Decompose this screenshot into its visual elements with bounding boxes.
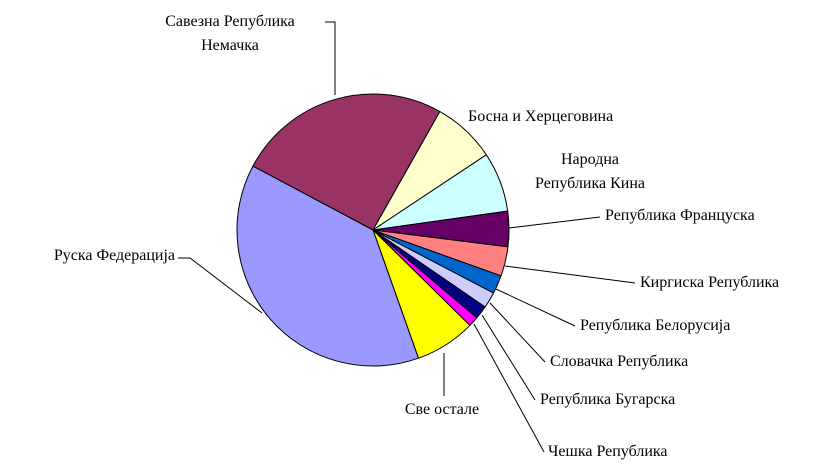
leader-line <box>504 265 636 284</box>
slice-label: Народна Република Кина <box>535 151 645 192</box>
slice-label: Чешка Република <box>548 443 668 460</box>
slice-label: Руска Федерација <box>54 247 175 264</box>
leader-line <box>495 288 576 327</box>
slice-label: Словачка Република <box>550 353 688 370</box>
leader-line <box>481 314 536 401</box>
slice-label: Киргиска Република <box>640 274 779 291</box>
leader-line <box>178 257 263 314</box>
slice-label: Све остале <box>405 401 479 418</box>
slice-label: Босна и Херцеговина <box>468 108 613 125</box>
leader-line <box>473 323 545 453</box>
leader-line <box>508 216 601 229</box>
slice-label: Република Белорусија <box>580 317 730 334</box>
leader-line <box>489 302 546 363</box>
leader-line <box>325 21 336 95</box>
slice-label: Република Француска <box>605 207 755 224</box>
slice-label: Република Бугарска <box>540 391 675 408</box>
slice-label: Савезна Република Немачка <box>165 13 295 54</box>
pie-slice <box>236 165 420 367</box>
pie-slice <box>252 93 441 231</box>
